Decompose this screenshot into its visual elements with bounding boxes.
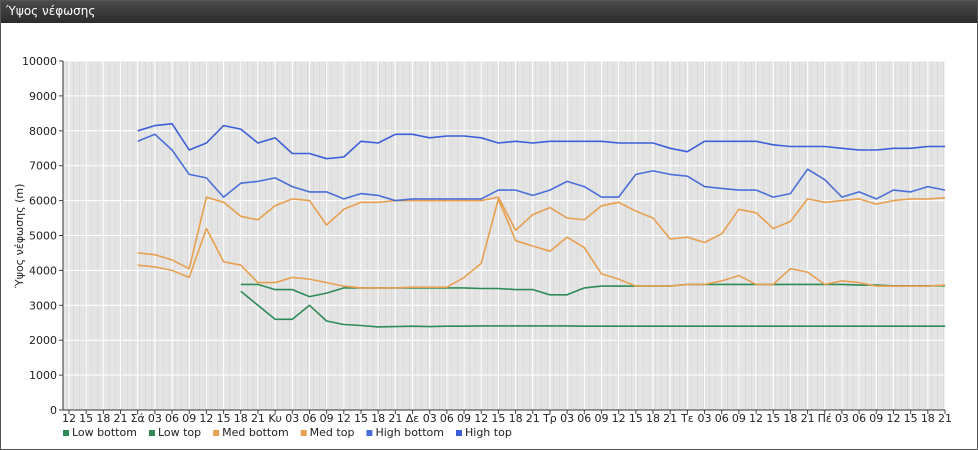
x-tick-label: 06	[852, 412, 866, 425]
legend-entry: Med top	[300, 426, 355, 439]
y-tick-label: 5000	[29, 230, 57, 243]
x-tick-label: Δε	[406, 412, 420, 425]
y-tick-label: 0	[50, 404, 57, 417]
y-tick-label: 2000	[29, 334, 57, 347]
x-tick-label: 12	[199, 412, 213, 425]
x-tick-label: 06	[715, 412, 729, 425]
x-tick-label: Κυ	[268, 412, 282, 425]
x-tick-label: 03	[560, 412, 574, 425]
x-tick-label: 09	[320, 412, 334, 425]
series-line	[137, 133, 946, 202]
legend-swatch	[148, 430, 155, 436]
legend-entry: High bottom	[366, 426, 444, 439]
x-tick-label: 15	[217, 412, 231, 425]
y-tick-label: 3000	[29, 299, 57, 312]
x-tick-label: 12	[749, 412, 763, 425]
x-tick-label: 03	[835, 412, 849, 425]
y-tick-label: 4000	[29, 264, 57, 277]
x-tick-label: 12	[886, 412, 900, 425]
x-tick-label: 09	[732, 412, 746, 425]
legend-label: High top	[465, 426, 512, 439]
window-title: Ύψος νέφωσης	[6, 4, 96, 18]
x-tick-label: 18	[509, 412, 523, 425]
series-high-bottom	[137, 133, 946, 202]
y-tick-label: 1000	[29, 369, 57, 382]
x-tick-label: 15	[904, 412, 918, 425]
x-tick-label: 09	[594, 412, 608, 425]
y-tick-label: 6000	[29, 195, 57, 208]
legend-swatch	[366, 430, 373, 436]
x-tick-label: 18	[234, 412, 248, 425]
legend-label: Med top	[310, 426, 355, 439]
x-tick-label: 06	[165, 412, 179, 425]
series-med-bottom	[137, 198, 946, 289]
legend-label: Low top	[158, 426, 201, 439]
x-tick-label: 21	[938, 412, 952, 425]
title-bar: Ύψος νέφωσης	[1, 1, 977, 23]
legend-entry: Low top	[148, 426, 201, 439]
x-tick-label: 03	[285, 412, 299, 425]
series-high-top	[137, 123, 945, 160]
x-tick-label: 06	[577, 412, 591, 425]
x-tick-label: 12	[474, 412, 488, 425]
x-tick-label: 06	[302, 412, 316, 425]
series-low-bottom	[240, 290, 945, 328]
x-tick-label: 21	[114, 412, 128, 425]
x-tick-label: 15	[79, 412, 93, 425]
series-med-top	[137, 196, 946, 270]
legend-entry: Low bottom	[63, 426, 137, 439]
x-tick-label: 21	[388, 412, 402, 425]
legend-label: High bottom	[375, 426, 444, 439]
x-tick-label: 03	[423, 412, 437, 425]
x-tick-label: 21	[526, 412, 540, 425]
legend-swatch	[63, 430, 69, 436]
x-tick-label: 12	[612, 412, 626, 425]
x-tick-label: Τε	[680, 412, 694, 425]
x-tick-label: 21	[801, 412, 815, 425]
x-tick-label: 18	[371, 412, 385, 425]
y-tick-label: 10000	[22, 55, 57, 68]
x-tick-label: 03	[698, 412, 712, 425]
legend-label: Med bottom	[222, 426, 289, 439]
legend-swatch	[456, 430, 462, 436]
x-tick-label: Τρ	[542, 412, 557, 425]
x-tick-label: 18	[783, 412, 797, 425]
series-line	[137, 123, 945, 160]
x-tick-label: 18	[96, 412, 110, 425]
x-tick-label: Πέ	[818, 412, 832, 425]
y-tick-label: 9000	[29, 90, 57, 103]
series-line	[137, 198, 946, 289]
x-tick-label: 12	[62, 412, 76, 425]
x-tick-label: 18	[921, 412, 935, 425]
x-tick-label: 21	[663, 412, 677, 425]
x-tick-label: 06	[440, 412, 454, 425]
x-tick-label: 21	[251, 412, 265, 425]
x-tick-label: 15	[354, 412, 368, 425]
y-tick-label: 8000	[29, 125, 57, 138]
legend-label: Low bottom	[72, 426, 137, 439]
x-tick-label: Σά	[131, 412, 145, 425]
x-tick-label: 12	[337, 412, 351, 425]
x-tick-label: 15	[629, 412, 643, 425]
y-tick-label: 7000	[29, 160, 57, 173]
x-tick-label: 15	[491, 412, 505, 425]
x-tick-label: 15	[766, 412, 780, 425]
legend-entry: High top	[456, 426, 512, 439]
legend-swatch	[300, 430, 307, 436]
x-tick-label: 03	[148, 412, 162, 425]
x-tick-label: 09	[869, 412, 883, 425]
series-line	[240, 290, 945, 328]
series-line	[137, 196, 946, 270]
x-tick-label: 09	[457, 412, 471, 425]
y-axis-label: Ύψος νέφωσης (m)	[13, 184, 26, 290]
x-tick-label: 18	[646, 412, 660, 425]
legend-swatch	[213, 430, 220, 436]
legend-entry: Med bottom	[213, 426, 289, 439]
x-tick-label: 09	[182, 412, 196, 425]
